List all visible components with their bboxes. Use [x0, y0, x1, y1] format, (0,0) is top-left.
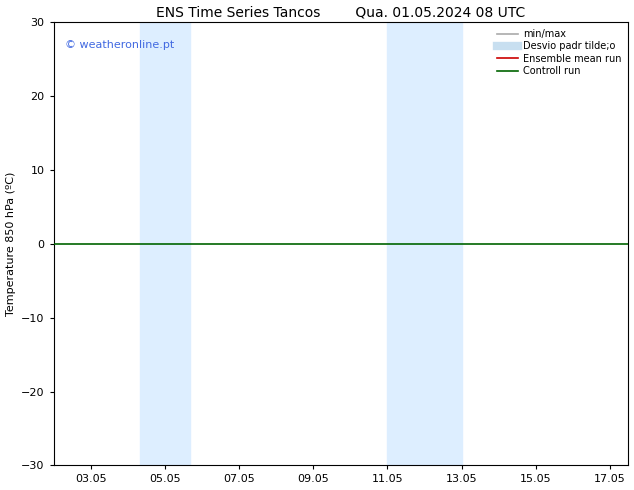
Bar: [387, 22, 462, 465]
Bar: [140, 22, 190, 465]
Legend: min/max, Desvio padr tilde;o, Ensemble mean run, Controll run: min/max, Desvio padr tilde;o, Ensemble m…: [495, 27, 624, 78]
Text: © weatheronline.pt: © weatheronline.pt: [65, 40, 174, 50]
Y-axis label: Temperature 850 hPa (ºC): Temperature 850 hPa (ºC): [6, 172, 16, 316]
Title: ENS Time Series Tancos        Qua. 01.05.2024 08 UTC: ENS Time Series Tancos Qua. 01.05.2024 0…: [157, 5, 526, 20]
